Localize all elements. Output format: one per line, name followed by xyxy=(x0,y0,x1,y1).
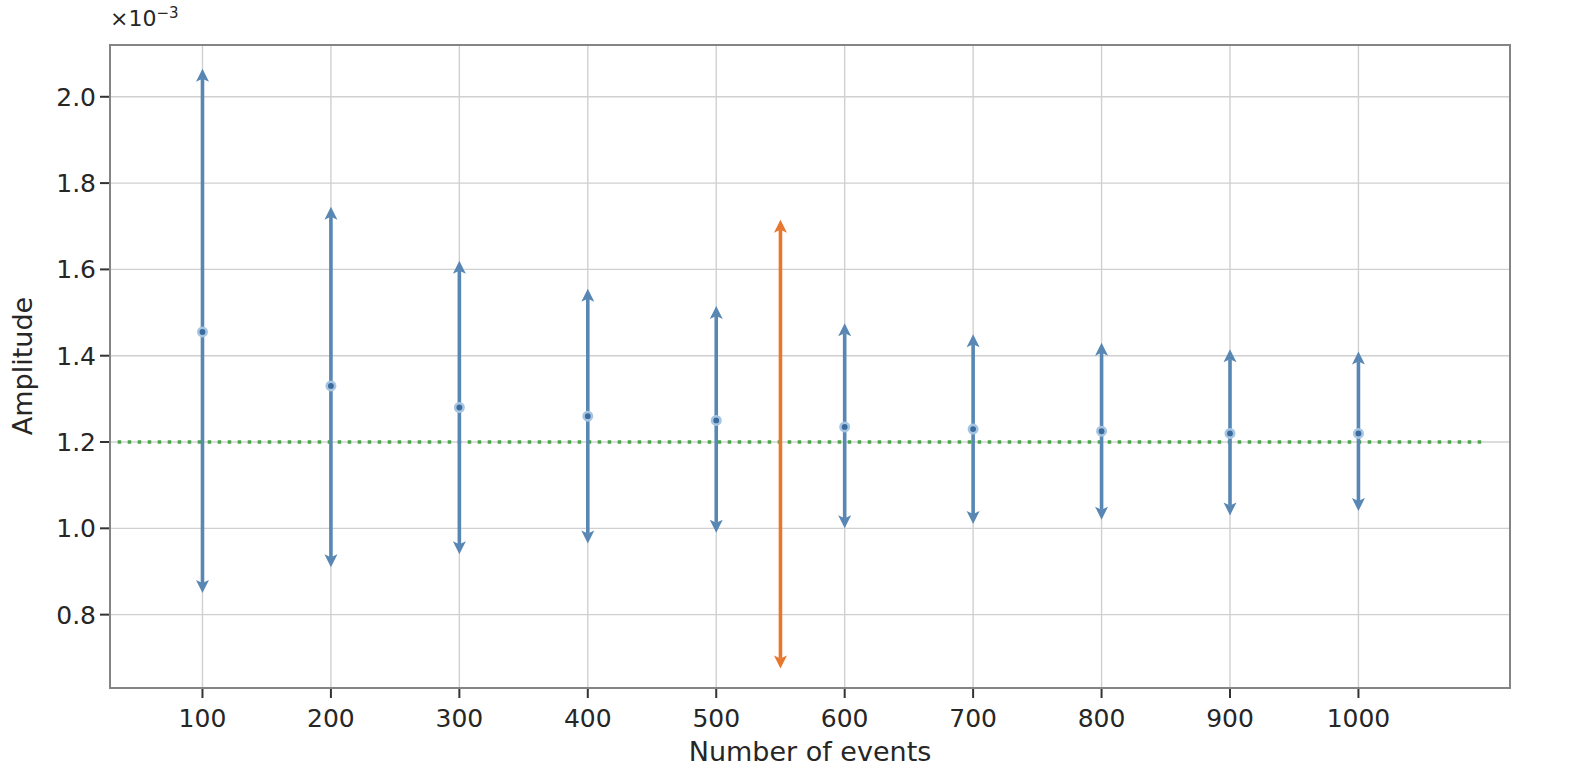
y-axis-offset-label: ×10−3 xyxy=(110,4,179,31)
y-tick-label: 0.8 xyxy=(56,601,96,630)
x-tick-label: 100 xyxy=(179,704,227,733)
x-tick-label: 400 xyxy=(564,704,612,733)
y-tick-label: 1.8 xyxy=(56,169,96,198)
x-tick-label: 200 xyxy=(307,704,355,733)
y-tick-label: 1.2 xyxy=(56,428,96,457)
x-tick-label: 800 xyxy=(1078,704,1126,733)
y-tick-label: 1.0 xyxy=(56,514,96,543)
figure-background xyxy=(0,0,1575,779)
x-axis-label: Number of events xyxy=(689,736,932,767)
offset-exponent: −3 xyxy=(156,4,178,22)
center-marker xyxy=(1354,429,1362,437)
center-marker xyxy=(327,382,335,390)
x-tick-label: 600 xyxy=(821,704,869,733)
y-tick-label: 1.6 xyxy=(56,255,96,284)
center-marker xyxy=(1097,427,1105,435)
center-marker xyxy=(969,425,977,433)
offset-base: ×10 xyxy=(110,6,156,31)
center-marker xyxy=(712,416,720,424)
figure: 100 200 300 400 500 600 700 800 900 1000 0.8 1.0 1.2… xyxy=(0,0,1575,779)
x-tick-label: 1000 xyxy=(1327,704,1391,733)
y-tick-label: 2.0 xyxy=(56,83,96,112)
x-tick-label: 500 xyxy=(692,704,740,733)
y-tick-label: 1.4 xyxy=(56,342,96,371)
x-tick-label: 300 xyxy=(435,704,483,733)
center-marker xyxy=(455,403,463,411)
center-marker xyxy=(584,412,592,420)
center-marker xyxy=(198,328,206,336)
chart-canvas: 100 200 300 400 500 600 700 800 900 1000 0.8 1.0 1.2… xyxy=(0,0,1575,779)
center-marker xyxy=(1226,429,1234,437)
center-marker xyxy=(840,423,848,431)
x-tick-label: 700 xyxy=(949,704,997,733)
y-axis-label: Amplitude xyxy=(7,297,38,435)
x-tick-label: 900 xyxy=(1206,704,1254,733)
